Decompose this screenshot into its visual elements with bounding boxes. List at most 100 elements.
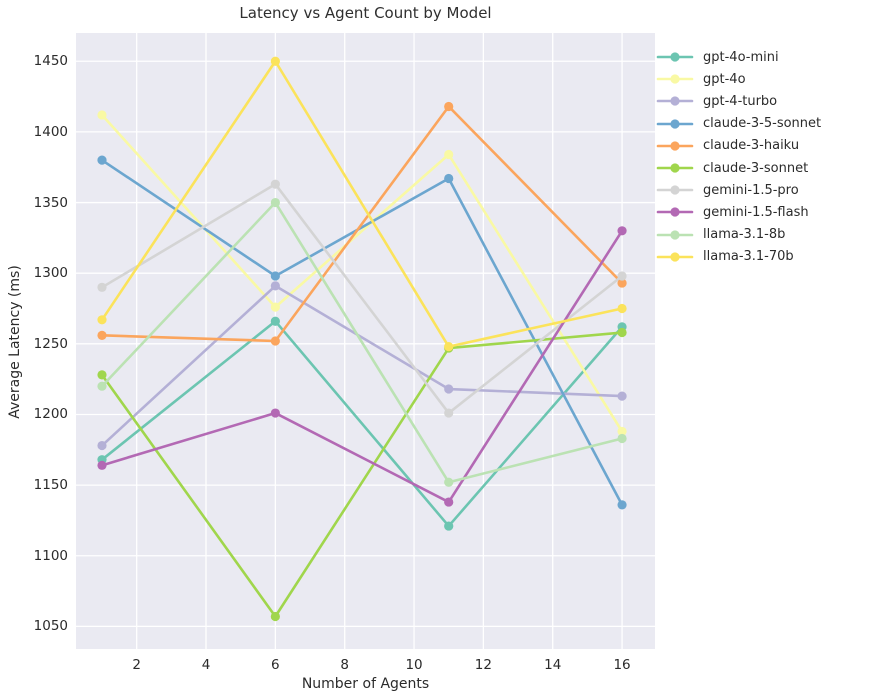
data-point-llama-3.1-70b xyxy=(617,303,627,314)
data-point-llama-3.1-8b xyxy=(444,477,454,487)
x-tick-label: 2 xyxy=(132,657,141,673)
series-line-gemini-1.5-pro xyxy=(100,182,624,415)
chart-title: Latency vs Agent Count by Model xyxy=(239,4,492,22)
data-point-llama-3.1-70b xyxy=(444,342,454,352)
legend-marker-icon xyxy=(656,229,694,240)
legend-item-gpt-4o: gpt-4o xyxy=(656,68,821,90)
legend-label: claude-3-haiku xyxy=(703,138,800,154)
legend-label: gemini-1.5-pro xyxy=(703,182,799,198)
data-point-gpt-4o xyxy=(617,426,627,437)
series-line-claude-3-5-sonnet xyxy=(100,158,624,507)
series-line-gpt-4o xyxy=(100,113,624,433)
data-point-llama-3.1-70b xyxy=(97,315,107,325)
legend-label: claude-3-5-sonnet xyxy=(703,116,822,132)
data-point-gpt-4o-mini xyxy=(270,316,280,326)
legend-item-llama-3.1-8b: llama-3.1-8b xyxy=(656,224,821,246)
data-point-gemini-1.5-flash xyxy=(270,408,280,418)
legend-item-claude-3-5-sonnet: claude-3-5-sonnet xyxy=(656,113,821,135)
legend-marker-icon xyxy=(656,163,694,173)
series-line-gpt-4-turbo xyxy=(100,284,624,447)
data-point-claude-3-5-sonnet xyxy=(270,271,280,281)
x-tick-label: 14 xyxy=(544,657,562,673)
series-line-gemini-1.5-flash xyxy=(100,229,624,504)
x-tick-label: 12 xyxy=(474,657,492,673)
legend-marker-icon xyxy=(656,52,694,62)
data-point-gpt-4o-mini xyxy=(444,521,454,531)
data-point-gpt-4o xyxy=(270,302,280,312)
data-point-gpt-4o xyxy=(444,149,454,160)
y-axis-label: Average Latency (ms) xyxy=(7,265,23,419)
data-point-claude-3-sonnet xyxy=(97,370,107,380)
data-point-gemini-1.5-pro xyxy=(617,271,627,281)
legend-item-gpt-4-turbo: gpt-4-turbo xyxy=(656,90,821,112)
data-point-claude-3-haiku xyxy=(617,278,627,288)
legend-item-gemini-1.5-flash: gemini-1.5-flash xyxy=(656,201,821,223)
data-point-claude-3-haiku xyxy=(270,336,280,346)
legend-label: gpt-4-turbo xyxy=(703,93,778,109)
x-tick-label: 4 xyxy=(201,657,211,673)
legend-item-claude-3-sonnet: claude-3-sonnet xyxy=(656,157,821,179)
data-point-llama-3.1-8b xyxy=(97,381,107,391)
data-point-claude-3-5-sonnet xyxy=(97,155,107,165)
data-point-claude-3-haiku xyxy=(444,101,454,112)
data-point-gemini-1.5-pro xyxy=(97,282,107,292)
legend: gpt-4o-mini gpt-4o gpt-4-turbo claude-3-5-s… xyxy=(656,46,821,268)
legend-item-llama-3.1-70b: llama-3.1-70b xyxy=(656,246,821,268)
y-tick-label: 1150 xyxy=(33,477,68,494)
legend-label: gemini-1.5-flash xyxy=(703,204,809,220)
y-tick-label: 1300 xyxy=(33,265,68,282)
legend-item-gemini-1.5-pro: gemini-1.5-pro xyxy=(656,179,821,201)
legend-label: llama-3.1-70b xyxy=(703,249,794,265)
x-tick-label: 16 xyxy=(613,657,631,673)
data-point-gpt-4-turbo xyxy=(617,391,627,401)
legend-label: llama-3.1-8b xyxy=(703,227,786,243)
y-tick-label: 1400 xyxy=(33,123,68,140)
data-point-claude-3-5-sonnet xyxy=(617,500,627,510)
data-point-gpt-4-turbo xyxy=(444,384,454,394)
data-point-gpt-4-turbo xyxy=(270,281,280,291)
data-point-claude-3-sonnet xyxy=(617,327,627,338)
legend-marker-icon xyxy=(656,96,694,107)
x-tick-label: 10 xyxy=(405,657,423,673)
legend-marker-icon xyxy=(656,207,694,218)
x-tick-label: 6 xyxy=(271,657,280,673)
data-point-gemini-1.5-flash xyxy=(444,497,454,507)
data-point-llama-3.1-8b xyxy=(617,433,627,444)
series-line-llama-3.1-8b xyxy=(100,201,624,484)
legend-item-claude-3-haiku: claude-3-haiku xyxy=(656,135,821,157)
legend-label: gpt-4o-mini xyxy=(703,49,779,65)
legend-item-gpt-4o-mini: gpt-4o-mini xyxy=(656,46,821,68)
legend-marker-icon xyxy=(656,141,694,151)
legend-label: gpt-4o xyxy=(703,71,746,87)
legend-marker-icon xyxy=(656,252,694,262)
y-tick-label: 1200 xyxy=(33,406,68,423)
data-point-llama-3.1-70b xyxy=(270,56,280,66)
data-point-gemini-1.5-flash xyxy=(97,460,107,470)
y-tick-label: 1050 xyxy=(33,618,68,635)
data-point-claude-3-sonnet xyxy=(270,611,280,622)
legend-label: claude-3-sonnet xyxy=(703,160,809,176)
data-point-claude-3-haiku xyxy=(97,330,107,340)
y-tick-label: 1350 xyxy=(33,194,68,211)
series-line-claude-3-sonnet xyxy=(100,331,624,618)
data-point-claude-3-5-sonnet xyxy=(444,173,454,184)
x-tick-label: 8 xyxy=(340,657,349,673)
data-point-gemini-1.5-pro xyxy=(444,408,454,418)
data-point-gpt-4o xyxy=(97,110,107,120)
y-tick-label: 1450 xyxy=(33,53,68,70)
legend-marker-icon xyxy=(656,119,694,129)
y-tick-label: 1100 xyxy=(33,547,68,564)
series-line-claude-3-haiku xyxy=(100,105,624,343)
legend-marker-icon xyxy=(656,185,694,195)
data-point-llama-3.1-8b xyxy=(270,197,280,208)
data-point-gpt-4-turbo xyxy=(97,440,107,451)
series-line-llama-3.1-70b xyxy=(100,59,624,348)
y-tick-label: 1250 xyxy=(33,335,68,352)
x-axis-label: Number of Agents xyxy=(301,676,430,692)
data-point-gemini-1.5-pro xyxy=(270,179,280,189)
legend-marker-icon xyxy=(656,74,694,84)
series-line-gpt-4o-mini xyxy=(100,319,624,528)
data-point-gemini-1.5-flash xyxy=(617,226,627,236)
